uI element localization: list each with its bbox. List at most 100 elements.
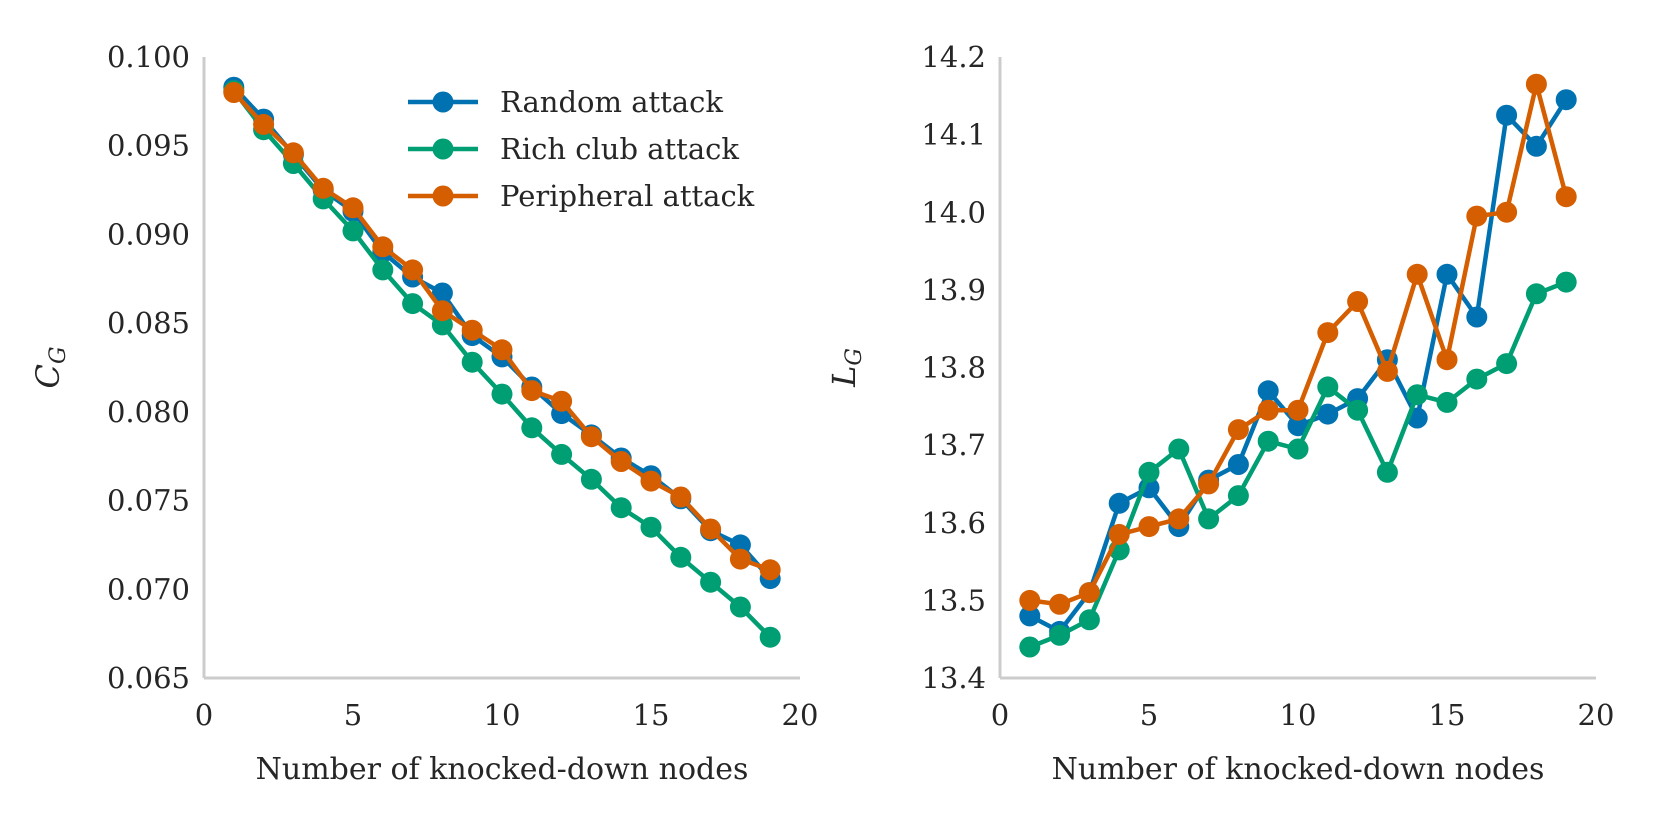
- x-tick-label: 0: [991, 698, 1009, 732]
- random-attack-point: [1525, 135, 1547, 157]
- peripheral-attack-point: [1138, 516, 1160, 538]
- y-tick-label: 0.085: [107, 306, 190, 340]
- peripheral-attack-point: [729, 548, 751, 570]
- peripheral-attack-point: [1466, 205, 1488, 227]
- random-attack-point: [1466, 306, 1488, 328]
- x-tick-label: 15: [1429, 698, 1466, 732]
- peripheral-attack-point: [1168, 508, 1190, 530]
- legend-marker-rich-club: [432, 138, 454, 160]
- peripheral-attack-point: [759, 559, 781, 581]
- legend-label-random: Random attack: [500, 85, 723, 119]
- peripheral-attack-point: [1049, 593, 1071, 615]
- x-tick-label: 10: [484, 698, 521, 732]
- rich-club-attack-point: [1347, 399, 1369, 421]
- x-axis-title: Number of knocked-down nodes: [1052, 752, 1545, 787]
- y-axis-title: CG: [29, 346, 71, 388]
- legend-label-rich-club: Rich club attack: [500, 132, 739, 166]
- x-tick-label: 20: [1578, 698, 1615, 732]
- path-length-chart: 13.4 13.5 13.6 13.7 13.8 13.9 14.0 14.1 14.2 0 5 10…: [825, 40, 1614, 787]
- rich-club-attack-point: [521, 417, 543, 439]
- y-tick-label: 0.100: [107, 40, 190, 74]
- random-attack-point: [1317, 403, 1339, 425]
- random-attack-point: [1496, 104, 1518, 126]
- y-tick-label: 13.9: [921, 273, 986, 307]
- random-attack-point: [1019, 605, 1041, 627]
- y-tick-label: 0.090: [107, 217, 190, 251]
- peripheral-attack-point: [551, 390, 573, 412]
- peripheral-attack-point: [372, 236, 394, 258]
- peripheral-attack-point: [402, 259, 424, 281]
- random-attack-point: [1555, 89, 1577, 111]
- peripheral-attack-point: [1525, 73, 1547, 95]
- y-tick-label: 0.070: [107, 572, 190, 606]
- legend-marker-peripheral: [432, 185, 454, 207]
- rich-club-attack-point: [461, 351, 483, 373]
- peripheral-attack-point: [640, 470, 662, 492]
- peripheral-attack-point: [431, 300, 453, 322]
- rich-club-attack-point: [1168, 438, 1190, 460]
- peripheral-attack-point: [1198, 473, 1220, 495]
- peripheral-attack-point: [580, 426, 602, 448]
- rich-club-attack-point: [580, 468, 602, 490]
- peripheral-attack-point: [1496, 201, 1518, 223]
- y-tick-label: 13.8: [921, 351, 986, 385]
- y-tick-label: 0.080: [107, 395, 190, 429]
- rich-club-attack-point: [1376, 461, 1398, 483]
- x-axis-title: Number of knocked-down nodes: [256, 752, 749, 787]
- rich-club-attack-point: [1496, 353, 1518, 375]
- rich-club-attack-point: [491, 383, 513, 405]
- rich-club-attack-point: [610, 497, 632, 519]
- x-tick-label: 5: [1140, 698, 1158, 732]
- y-tick-label: 13.5: [921, 583, 986, 617]
- x-tick-label: 15: [633, 698, 670, 732]
- legend-label-peripheral: Peripheral attack: [500, 179, 755, 213]
- peripheral-attack-point: [253, 113, 275, 135]
- peripheral-attack-point: [1108, 523, 1130, 545]
- rich-club-attack-point: [1078, 609, 1100, 631]
- peripheral-attack-point: [1227, 419, 1249, 441]
- x-tick-label: 5: [344, 698, 362, 732]
- rich-club-attack-point: [1227, 485, 1249, 507]
- random-attack-point: [1436, 263, 1458, 285]
- peripheral-attack-point: [1436, 349, 1458, 371]
- y-tick-label: 13.7: [921, 428, 986, 462]
- peripheral-attack-point: [1019, 589, 1041, 611]
- peripheral-attack-point: [1406, 263, 1428, 285]
- peripheral-attack-point: [491, 339, 513, 361]
- rich-club-attack-point: [640, 516, 662, 538]
- rich-club-attack-point: [1049, 624, 1071, 646]
- random-attack-point: [1257, 380, 1279, 402]
- rich-club-attack-point: [729, 596, 751, 618]
- random-attack-point: [1227, 454, 1249, 475]
- x-tick-label: 10: [1280, 698, 1317, 732]
- y-tick-label: 14.1: [921, 118, 986, 152]
- y-tick-label: 13.4: [921, 661, 986, 695]
- peripheral-attack-point: [312, 177, 334, 199]
- peripheral-attack-point: [461, 319, 483, 341]
- peripheral-attack-point: [342, 197, 364, 219]
- peripheral-attack-point: [1287, 399, 1309, 421]
- legend: Random attack Rich club attack Peripheral …: [408, 85, 755, 213]
- y-axis-title-main: C: [29, 364, 67, 388]
- rich-club-attack-point: [1466, 368, 1488, 390]
- y-axis-title: LG: [825, 348, 867, 388]
- rich-club-attack-point: [1287, 438, 1309, 460]
- x-tick-label: 20: [782, 698, 819, 732]
- random-attack-point: [1108, 492, 1130, 514]
- y-tick-label: 0.065: [107, 661, 190, 695]
- clustering-coefficient-chart: 0.065 0.070 0.075 0.080 0.085 0.090 0.095 0.100…: [29, 40, 818, 787]
- peripheral-attack-point: [1347, 291, 1369, 312]
- rich-club-attack-point: [402, 293, 424, 315]
- rich-club-attack-point: [372, 259, 394, 281]
- rich-club-attack-point: [1317, 376, 1339, 398]
- rich-club-attack-point: [1525, 283, 1547, 305]
- peripheral-attack-point: [1078, 582, 1100, 604]
- rich-club-attack-point: [1257, 430, 1279, 452]
- random-attack-point: [431, 282, 453, 304]
- peripheral-attack-point: [1555, 186, 1577, 208]
- peripheral-attack-point: [223, 82, 245, 103]
- rich-club-attack-point: [700, 571, 722, 593]
- x-tick-label: 0: [195, 698, 213, 732]
- peripheral-attack-point: [1376, 360, 1398, 382]
